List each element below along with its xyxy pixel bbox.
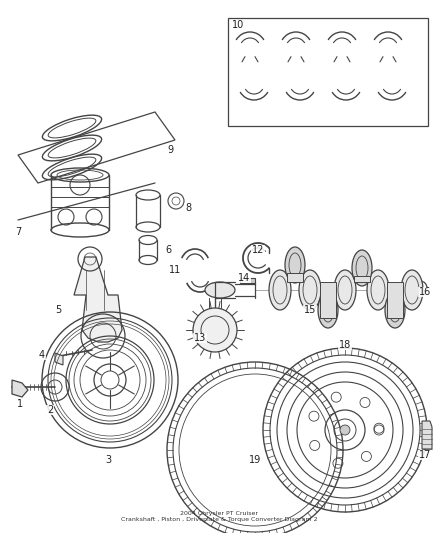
Text: 3: 3	[105, 455, 111, 465]
Polygon shape	[422, 421, 432, 449]
Ellipse shape	[269, 270, 291, 310]
Text: 11: 11	[169, 265, 181, 275]
Text: 14: 14	[238, 273, 250, 283]
Text: 16: 16	[419, 287, 431, 297]
Ellipse shape	[334, 270, 356, 310]
Polygon shape	[74, 257, 122, 342]
Ellipse shape	[299, 270, 321, 310]
Polygon shape	[354, 276, 370, 282]
Polygon shape	[12, 380, 28, 397]
Text: 18: 18	[339, 340, 351, 350]
Text: 1: 1	[17, 399, 23, 409]
Circle shape	[340, 425, 350, 435]
Polygon shape	[387, 282, 403, 318]
Text: 15: 15	[304, 305, 316, 315]
Text: 6: 6	[165, 245, 171, 255]
Polygon shape	[55, 353, 63, 365]
Text: 12: 12	[252, 245, 264, 255]
Ellipse shape	[367, 270, 389, 310]
Ellipse shape	[205, 282, 235, 298]
Circle shape	[193, 308, 237, 352]
Polygon shape	[287, 273, 303, 282]
Text: 19: 19	[249, 455, 261, 465]
Polygon shape	[240, 278, 255, 283]
Polygon shape	[320, 282, 336, 318]
Text: 9: 9	[167, 145, 173, 155]
Text: 10: 10	[232, 20, 244, 30]
Text: 2004 Chrysler PT Cruiser
Crankshaft , Piston , Driveplate & Torque Converter Dia: 2004 Chrysler PT Cruiser Crankshaft , Pi…	[121, 511, 317, 522]
Text: 5: 5	[55, 305, 61, 315]
Text: 4: 4	[39, 350, 45, 360]
Text: 7: 7	[15, 227, 21, 237]
Ellipse shape	[352, 250, 372, 286]
Bar	[228, 18, 428, 126]
Ellipse shape	[285, 247, 305, 283]
Text: 2: 2	[47, 405, 53, 415]
Ellipse shape	[401, 270, 423, 310]
Text: 13: 13	[194, 333, 206, 343]
Text: 17: 17	[419, 450, 431, 460]
Polygon shape	[18, 112, 175, 183]
Text: 8: 8	[185, 203, 191, 213]
Ellipse shape	[385, 292, 405, 328]
Ellipse shape	[318, 292, 338, 328]
